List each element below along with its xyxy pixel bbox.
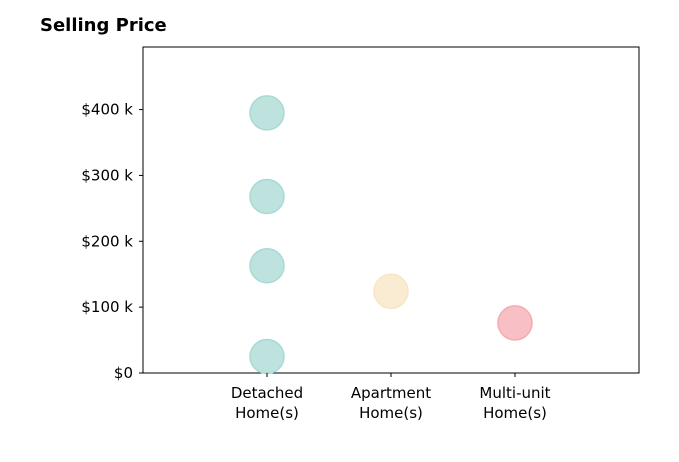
x-tick-label: Home(s) xyxy=(235,404,299,422)
y-tick-label: $300 k xyxy=(81,166,133,184)
y-tick-label: $400 k xyxy=(81,101,133,119)
chart-title: Selling Price xyxy=(40,15,167,36)
x-tick-label: Detached xyxy=(231,384,303,402)
data-point xyxy=(249,95,285,131)
x-tick-label: Home(s) xyxy=(483,404,547,422)
x-tick-label: Multi-unit xyxy=(479,384,550,402)
data-point xyxy=(249,247,285,284)
plot-frame xyxy=(142,46,640,374)
y-tick-label: $100 k xyxy=(81,298,133,316)
data-point xyxy=(249,338,285,375)
data-point xyxy=(497,305,533,341)
plot-area xyxy=(142,46,640,374)
y-tick-label: $0 xyxy=(114,364,133,382)
data-point xyxy=(373,273,409,310)
x-tick-label: Apartment xyxy=(351,384,431,402)
axes: $0 $100 k $200 k $300 k $400 k Detached Home(s… xyxy=(81,101,550,422)
data-point xyxy=(249,178,285,215)
x-tick-label: Home(s) xyxy=(359,404,423,422)
y-tick-label: $200 k xyxy=(81,232,133,250)
data-points xyxy=(249,95,533,375)
